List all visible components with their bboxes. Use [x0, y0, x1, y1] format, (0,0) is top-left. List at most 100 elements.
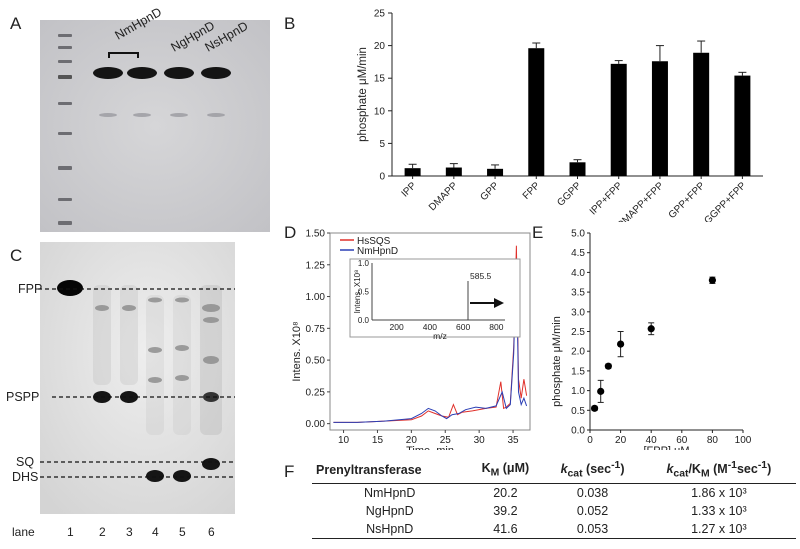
table-cell: 20.2: [493, 485, 518, 500]
y-tick-label: 2.0: [571, 347, 585, 358]
y-tick-label: 0.00: [306, 419, 326, 430]
x-tick-label: 15: [372, 435, 384, 446]
y-tick-label: 1.0: [571, 386, 585, 397]
y-tick-label: 4.0: [571, 268, 585, 279]
x-tick-label: 100: [735, 435, 752, 446]
inset-x-tick-label: 800: [489, 322, 503, 332]
inset-arrow-head: [494, 298, 504, 308]
x-tick-label: GPP+FPP: [667, 180, 708, 221]
spot-pspp-lane6: [203, 392, 219, 402]
inset-y-tick-label: 0.0: [358, 316, 370, 325]
gel-a-labels: NmHpnD NgHpnD NsHpnD: [113, 5, 251, 55]
table-cell: 39.2: [493, 503, 518, 518]
inset-frame: [349, 258, 521, 338]
table-cell: 1.86 x 10³: [691, 485, 747, 500]
y-tick-label: 0.25: [306, 387, 326, 398]
ladder-bands: [58, 34, 72, 225]
y-tick-label: 0.50: [306, 356, 326, 367]
band-label-fpp: FPP: [18, 282, 42, 296]
legend-label: HsSQS: [357, 236, 391, 247]
table-cell: 1.33 x 10³: [691, 503, 747, 518]
y-axis-label: phosphate μM/min: [357, 47, 369, 142]
band-label-dhs: DHS: [12, 470, 38, 484]
x-tick-label: GGPP: [555, 180, 583, 208]
table-cell: NgHpnD: [365, 503, 414, 518]
x-axis-label: [FPP] μM: [643, 445, 689, 450]
table-cell: 41.6: [467, 519, 544, 539]
y-tick-label: 25: [374, 9, 386, 20]
x-tick-label: 35: [507, 435, 519, 446]
panel-letter-f: F: [284, 462, 295, 481]
phosphate-bar-chart: 0 5 10 15 20 25 phosphate μM/min IPP DMAPP GPP FPP…: [357, 9, 763, 222]
inset-x-axis-label: m/z: [433, 331, 447, 341]
data-point: [604, 362, 612, 370]
panel-letter-d: D: [284, 223, 297, 242]
y-tick-label: 2.5: [571, 327, 585, 338]
data-point: [590, 404, 599, 412]
y-tick-label: 0.75: [306, 324, 326, 335]
band-nghpnd: [164, 67, 194, 79]
tlc-minor-spots: [95, 297, 220, 383]
x-tick-label: 40: [646, 435, 658, 446]
gel-background: [40, 20, 270, 232]
y-tick-label: 1.5: [571, 366, 585, 377]
col-header-km: KM (μM): [467, 458, 544, 484]
table-row: NsHpnD 41.6 0.053 1.27 x 10³: [312, 519, 796, 539]
panel-letter-e: E: [532, 223, 544, 242]
inset-y-tick-label: 1.0: [358, 259, 370, 268]
band-nshpnd: [201, 67, 231, 79]
panel-letter-a: A: [10, 14, 22, 33]
x-tick-label: 20: [615, 435, 627, 446]
spot-fpp-lane1: [57, 280, 83, 296]
bar: [487, 168, 504, 176]
x-tick-label: IPP: [400, 180, 419, 199]
table-cell: NsHpnD: [312, 519, 468, 539]
table-header-row: Prenyltransferase KM (μM) kcat (sec-1) k…: [312, 458, 796, 484]
lane-number-5: 5: [179, 525, 186, 539]
y-axis-label: phosphate μM/min: [551, 316, 563, 407]
x-tick-label: 60: [676, 435, 688, 446]
lane-number-6: 6: [208, 525, 215, 539]
table-cell: NmHpnD: [363, 485, 416, 500]
spot-dhs-lane5: [173, 470, 191, 482]
spot-dhs-lane4: [146, 470, 164, 482]
table-cell: 0.038: [576, 485, 609, 500]
lane-number-1: 1: [67, 525, 74, 539]
gel-a: [40, 20, 270, 232]
inset-y-tick-label: 0.5: [358, 288, 370, 297]
band-nmhpnd-1: [93, 67, 123, 79]
data-point: [597, 387, 605, 395]
x-tick-label: FPP: [521, 180, 543, 202]
inset-y-axis-label: Intens. X10⁸: [353, 270, 362, 314]
y-tick-label: 4.5: [571, 248, 585, 259]
tlc-reference-lines: [38, 288, 235, 478]
x-tick-label: GPP: [478, 180, 501, 203]
y-tick-label: 5.0: [571, 229, 585, 240]
table-cell: 0.053: [543, 519, 642, 539]
table-row: NgHpnD 39.2 0.052 1.33 x 10³: [312, 502, 796, 520]
tlc-c: FPP PSPP SQ DHS lane 1 2 3 4 5 6: [6, 242, 235, 539]
x-tick-label: 30: [474, 435, 486, 446]
bar: [404, 168, 421, 176]
x-tick-label: DMAPP: [427, 180, 460, 213]
y-tick-label: 0: [379, 172, 385, 183]
data-point: [708, 276, 716, 284]
y-tick-label: 1.50: [306, 229, 326, 240]
y-tick-label: 15: [374, 74, 386, 85]
band-nmhpnd-2: [127, 67, 157, 79]
col-header-prenyltransferase: Prenyltransferase: [312, 458, 468, 484]
kinetics-scatter-chart: 0.0 0.5 1.0 1.5 2.0 2.5 3.0 3.5 4.0 4.5 5.0 0 20 40 60…: [551, 229, 752, 451]
inset-x-tick-label: 200: [390, 322, 404, 332]
table-cell: 0.052: [576, 503, 609, 518]
bar: [528, 48, 545, 176]
panel-letter-b: B: [284, 14, 296, 33]
y-tick-label: 3.5: [571, 288, 585, 299]
y-tick-label: 3.0: [571, 307, 585, 318]
y-tick-label: 10: [374, 106, 386, 117]
y-tick-label: 20: [374, 41, 386, 52]
data-point: [617, 340, 625, 348]
bar: [569, 162, 586, 176]
y-tick-label: 1.25: [306, 260, 326, 271]
inset-peak-label: 585.5: [470, 271, 492, 281]
table-row: NmHpnD 20.2 0.038 1.86 x 10³: [312, 483, 796, 502]
